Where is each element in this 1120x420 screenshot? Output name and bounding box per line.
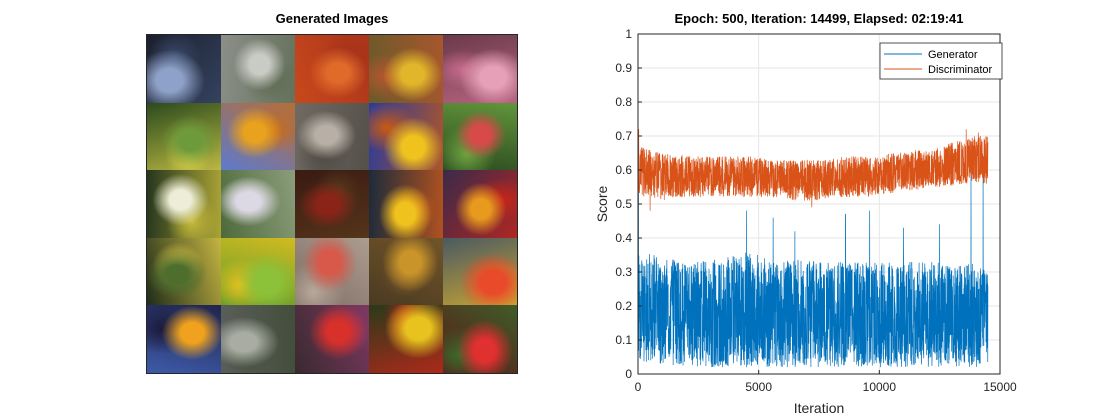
y-tick-label: 0.1 [615,333,632,347]
generated-image-tile [369,102,444,171]
generated-image-tile [221,237,296,306]
generated-image-tile [221,170,296,239]
generated-images-grid [146,34,518,374]
y-tick-label: 0.2 [615,299,632,313]
legend-label: Discriminator [928,64,993,76]
generated-image-tile [369,305,444,373]
generated-image-tile [147,170,222,239]
generated-image-tile [295,170,370,239]
x-axis-label: Iteration [794,400,845,416]
y-tick-label: 0.6 [615,163,632,177]
generated-image-tile [295,237,370,306]
generated-image-tile [295,35,370,104]
generated-image-tile [147,237,222,306]
generated-image-tile [443,170,517,239]
legend-label: Generator [928,49,978,61]
chart-series-layer [637,84,989,368]
generated-image-tile [369,170,444,239]
x-tick-label: 15000 [983,380,1017,394]
generated-image-tile [147,305,222,373]
y-tick-label: 0.4 [615,231,632,245]
generated-image-tile [443,102,517,171]
image-grid-title: Generated Images [275,11,389,26]
series-line-discriminator [637,88,989,211]
y-tick-label: 0.7 [615,129,632,143]
y-tick-label: 0 [625,367,632,381]
chart-legend: Generator Discriminator [879,42,1003,80]
x-tick-label: 10000 [863,380,897,394]
generated-image-tile [369,35,444,104]
generated-image-tile [443,35,517,104]
y-tick-label: 0.8 [615,95,632,109]
generated-image-tile [147,35,222,104]
x-tick-label: 0 [635,380,642,394]
generated-image-tile [295,305,370,373]
x-tick-label: 5000 [745,380,772,394]
legend-box [879,42,1003,80]
generated-image-tile [443,237,517,306]
y-tick-label: 1 [625,27,632,41]
y-tick-label: 0.5 [615,197,632,211]
generated-image-tile [369,237,444,306]
chart-title: Epoch: 500, Iteration: 14499, Elapsed: 0… [674,11,964,26]
generated-image-tile [221,102,296,171]
generated-image-tile [221,305,296,373]
y-tick-label: 0.9 [615,61,632,75]
y-tick-label: 0.3 [615,265,632,279]
generated-image-tile [295,102,370,171]
generated-image-tile [147,102,222,171]
chart-ticks: 0 5000 10000 15000 0 0.1 0.2 0.3 0.4 0.5 0.6 0.7 0.8… [615,27,1017,394]
generated-image-tile [221,35,296,104]
series-line-generator [637,84,989,368]
y-axis-label: Score [594,186,610,223]
generated-image-tile [443,305,517,373]
